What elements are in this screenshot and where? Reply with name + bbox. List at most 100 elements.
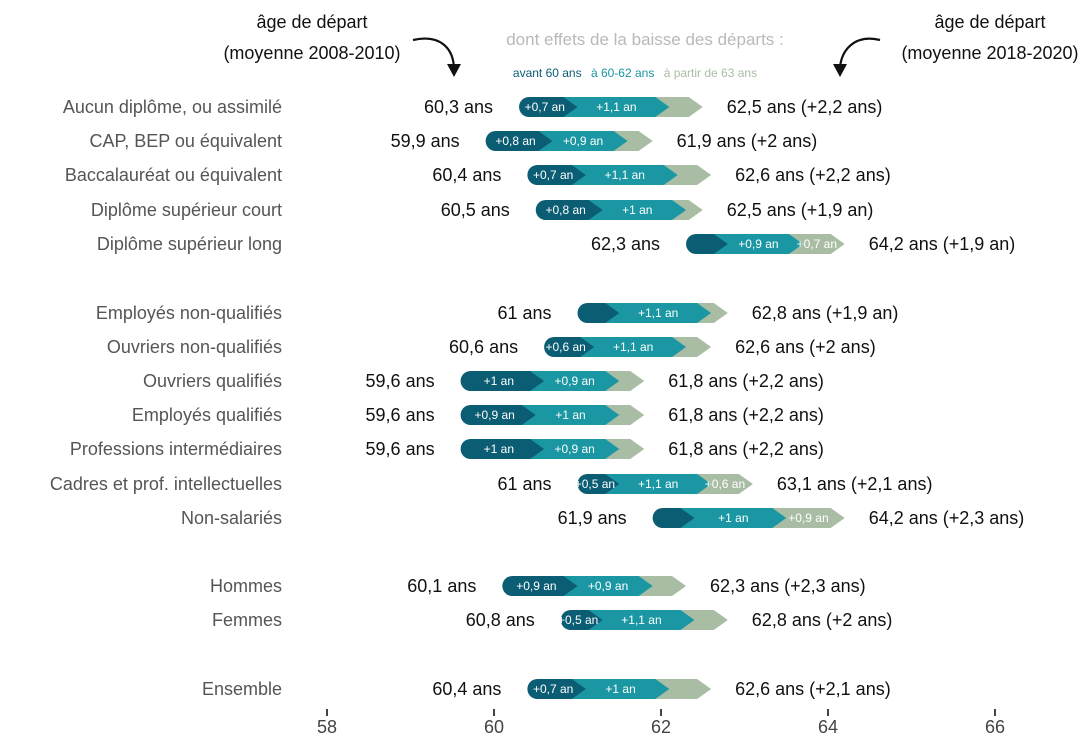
bar-segment-2 (713, 234, 803, 254)
end-age-label: 62,5 ans (+1,9 an) (727, 200, 874, 220)
bar-segment-1 (502, 576, 578, 596)
legend-item-avant-60: avant 60 ans (513, 66, 582, 80)
end-age-label: 63,1 ans (+2,1 ans) (777, 474, 933, 494)
chart-row-employes-qualifies: Employés qualifiés 59,6 ans +0,9 an +1 an 61… (132, 405, 824, 425)
end-age-label: 62,8 ans (+2 ans) (752, 610, 893, 630)
bar-segment-2 (605, 474, 712, 494)
bar-segment-3 (613, 131, 653, 151)
segment-value-label: +0,6 an (705, 477, 745, 491)
end-age-label: 62,6 ans (+2,1 ans) (735, 679, 891, 699)
legend-item-63-plus: à partir de 63 ans (664, 66, 757, 80)
legend-item-60-62: à 60-62 ans (591, 66, 654, 80)
bar-segment-2 (563, 576, 653, 596)
bar-segment-1 (535, 200, 603, 220)
bar-segment-3 (680, 610, 728, 630)
bar-segment-1 (460, 405, 536, 425)
category-label: Employés qualifiés (132, 405, 282, 425)
end-age-label: 61,8 ans (+2,2 ans) (668, 405, 824, 425)
segment-value-label: +1,1 an (605, 168, 645, 182)
bar-segment-3 (605, 405, 645, 425)
x-tick-label: 60 (484, 717, 504, 735)
header-right-line2: (moyenne 2018-2020) (901, 43, 1078, 63)
bar-segment-3 (638, 576, 687, 596)
bar-segment-1 (527, 165, 586, 185)
header-middle: dont effets de la baisse des départs : (506, 30, 784, 49)
segment-value-label: +0,7 an (533, 682, 573, 696)
start-age-label: 60,6 ans (449, 337, 518, 357)
start-age-label: 62,3 ans (591, 234, 660, 254)
bar-segment-1 (519, 97, 578, 117)
bar-segment-3 (605, 439, 645, 459)
segment-value-label: +0,9 an (474, 408, 514, 422)
bar-segment-3 (663, 165, 712, 185)
start-age-label: 59,6 ans (366, 439, 435, 459)
bar-segment-2 (521, 405, 620, 425)
bar-segment-2 (530, 371, 620, 391)
segment-value-label: +1 an (555, 408, 585, 422)
bar-segment-3 (697, 474, 753, 494)
end-age-label: 64,2 ans (+2,3 ans) (869, 508, 1025, 528)
category-label: Aucun diplôme, ou assimilé (63, 97, 282, 117)
chart-row-diplome-superieur-court: Diplôme supérieur court 60,5 ans +0,8 an +1… (91, 200, 873, 220)
bar-segment-3 (655, 679, 712, 699)
chart-row-ensemble: Ensemble 60,4 ans +0,7 an +1 an 62,6 ans (+2… (202, 679, 891, 699)
start-age-label: 61 ans (497, 474, 551, 494)
bar-segment-1 (460, 371, 545, 391)
bar-segment-2 (588, 200, 687, 220)
category-label: CAP, BEP ou équivalent (90, 131, 282, 151)
segment-value-label: +1,1 an (638, 306, 678, 320)
end-age-label: 62,6 ans (+2 ans) (735, 337, 876, 357)
segment-value-label: +1,1 an (621, 613, 661, 627)
start-age-label: 60,1 ans (407, 576, 476, 596)
segment-value-label: +1,1 an (613, 340, 653, 354)
category-label: Ouvriers non-qualifiés (107, 337, 282, 357)
bar-segment-1 (460, 439, 545, 459)
chart-row-femmes: Femmes 60,8 ans +0,5 an +1,1 an 62,8 ans (+2… (212, 610, 892, 630)
bar-segment-2 (563, 97, 670, 117)
bar-segment-1 (544, 337, 595, 357)
bar-segment-2 (571, 165, 678, 185)
end-age-label: 61,8 ans (+2,2 ans) (668, 371, 824, 391)
segment-value-label: +0,9 an (588, 579, 628, 593)
bar-segment-3 (605, 371, 645, 391)
segment-value-label: +1 an (622, 203, 652, 217)
bar-segment-2 (605, 303, 712, 323)
chart-row-baccalaureat-ou-equivalent: Baccalauréat ou équivalent 60,4 ans +0,7 a… (65, 165, 891, 185)
arrow-right-head-icon (833, 64, 847, 77)
x-tick-label: 62 (651, 717, 671, 735)
header-left-line2: (moyenne 2008-2010) (223, 43, 400, 63)
segment-value-label: +0,6 an (545, 340, 585, 354)
chart-row-hommes: Hommes 60,1 ans +0,9 an +0,9 an 62,3 ans (+2… (210, 576, 866, 596)
x-tick-label: 58 (317, 717, 337, 735)
segment-value-label: +0,9 an (738, 237, 778, 251)
category-label: Ouvriers qualifiés (143, 371, 282, 391)
bar-segment-3 (788, 234, 845, 254)
end-age-label: 62,6 ans (+2,2 ans) (735, 165, 891, 185)
header-right-line1: âge de départ (934, 12, 1045, 32)
segment-value-label: +0,7 an (533, 168, 573, 182)
chart-row-non-salaries: Non-salariés 61,9 ans +1 an +0,9 an 64,2 ans… (181, 508, 1024, 528)
segment-value-label: +1,1 an (638, 477, 678, 491)
bar-segment-3 (672, 200, 703, 220)
bar-segment-3 (672, 337, 712, 357)
chart-row-diplome-superieur-long: Diplôme supérieur long 62,3 ans +0,9 an +0,… (97, 234, 1015, 254)
bar-segment-1 (577, 303, 620, 323)
segment-value-label: +0,8 an (545, 203, 585, 217)
legend: avant 60 ans à 60-62 ans à partir de 63 … (513, 66, 757, 80)
bar-segment-3 (772, 508, 845, 528)
x-tick-label: 64 (818, 717, 838, 735)
end-age-label: 61,8 ans (+2,2 ans) (668, 439, 824, 459)
end-age-label: 61,9 ans (+2 ans) (677, 131, 818, 151)
bar-segment-2 (588, 610, 695, 630)
segment-value-label: +1,1 an (596, 100, 636, 114)
bar-segment-1 (652, 508, 695, 528)
bar-segment-2 (580, 337, 687, 357)
bar-segment-1 (485, 131, 553, 151)
end-age-label: 62,8 ans (+1,9 an) (752, 303, 899, 323)
chart-row-professions-intermediaires: Professions intermédiaires 59,6 ans +1 an +… (70, 439, 824, 459)
start-age-label: 61,9 ans (558, 508, 627, 528)
category-label: Ensemble (202, 679, 282, 699)
x-tick-label: 66 (985, 717, 1005, 735)
segment-value-label: +0,9 an (788, 511, 828, 525)
